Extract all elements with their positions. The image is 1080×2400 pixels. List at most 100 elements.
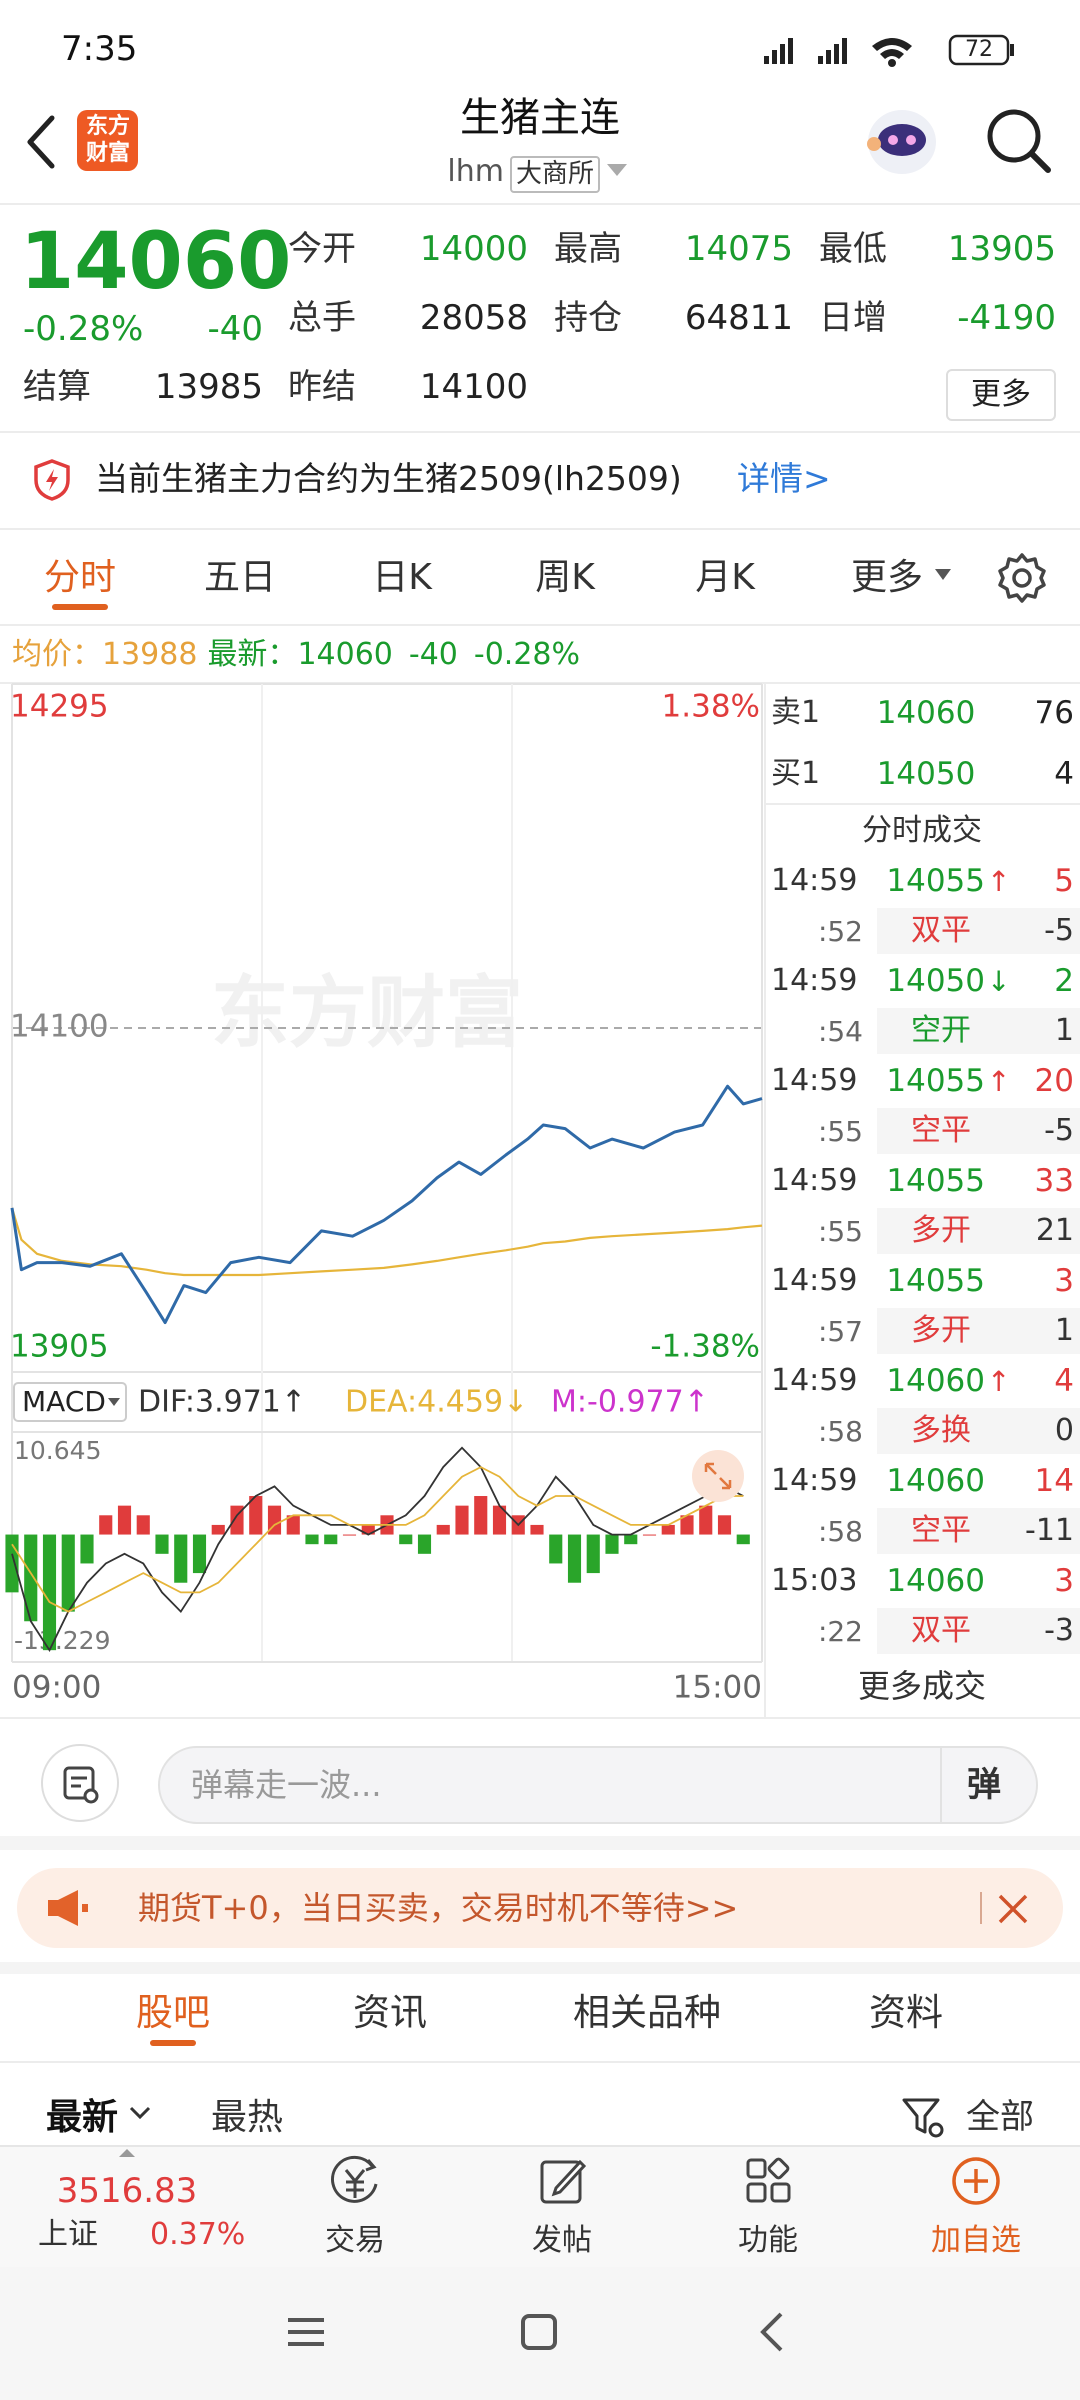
trade-volume: 2 (1054, 963, 1074, 999)
expand-button (692, 1450, 744, 1502)
bid-volume: 4 (1054, 756, 1074, 792)
field-label: 持仓 (554, 298, 622, 338)
macd-bar (436, 1524, 450, 1535)
trade-time: 14:59 (771, 1263, 858, 1298)
comment-input[interactable] (158, 1746, 1038, 1824)
notice-link[interactable]: 详情> (737, 459, 831, 498)
latest-value: 14060 (297, 637, 393, 672)
macd-bar (211, 1524, 225, 1535)
trade-arrow: ↑ (987, 1065, 1011, 1098)
back-button[interactable] (22, 112, 62, 172)
legend-label: DIF:3.971↑ (138, 1385, 306, 1420)
period-tab[interactable]: 日K (372, 557, 432, 598)
macd-bar (567, 1534, 582, 1583)
x-tick-label: 15:00 (673, 1670, 762, 1706)
bottom-tab[interactable]: 功能 (738, 2223, 798, 2258)
section-tab[interactable]: 股吧 (136, 1991, 210, 2034)
sort-latest[interactable]: 最新 (46, 2097, 119, 2138)
filter-all[interactable]: 全部 (966, 2097, 1034, 2137)
nav-home[interactable] (519, 2312, 559, 2352)
macd-bar (586, 1534, 600, 1574)
trade-kind: 双平 (911, 1613, 971, 1648)
nav-back[interactable] (755, 2310, 791, 2354)
trade-row-bg (877, 1508, 1080, 1554)
more-trades[interactable]: 更多成交 (857, 1667, 987, 1705)
index-caret (119, 2149, 135, 2157)
macd-bar (661, 1524, 675, 1535)
trade-volume: 14 (1034, 1463, 1074, 1499)
trade-change: 0 (1054, 1413, 1074, 1448)
trade-arrow: ↑ (987, 865, 1011, 898)
indicator-selector (13, 1382, 127, 1422)
ask-price: 14060 (876, 695, 976, 731)
nav-menu[interactable] (286, 2312, 326, 2352)
period-tab[interactable]: 月K (695, 557, 755, 598)
period-tab[interactable]: 五日 (203, 557, 277, 598)
period-tab[interactable]: 分时 (43, 557, 117, 598)
search-button[interactable] (984, 106, 1054, 176)
note-button[interactable] (41, 1744, 119, 1822)
last-price: 14060 (20, 217, 292, 307)
trade-change: 1 (1054, 1313, 1074, 1348)
macd-bar (192, 1534, 207, 1574)
trade-time: 14:59 (771, 963, 858, 998)
macd-bar (399, 1534, 413, 1545)
promo-banner[interactable] (17, 1868, 1063, 1948)
trade-volume: 4 (1054, 1363, 1074, 1399)
macd-bar (530, 1524, 544, 1535)
bottom-tab[interactable]: 加自选 (931, 2223, 1021, 2258)
more-button[interactable]: 更多 (946, 369, 1056, 421)
dropdown-caret (607, 164, 627, 176)
tab-indicator (52, 604, 108, 610)
index-value: 3516.83 (56, 2171, 198, 2211)
bottom-tab[interactable]: 发帖 (532, 2223, 592, 2258)
divider (0, 203, 1080, 205)
period-tab[interactable]: 更多 (850, 557, 924, 598)
field-label: 今开 (288, 229, 356, 269)
divider (766, 803, 1080, 805)
trade-row-bg (877, 1308, 1080, 1354)
bid-price: 14050 (876, 756, 976, 792)
trade-second: :58 (817, 1515, 863, 1548)
section-tab[interactable]: 相关品种 (573, 1991, 721, 2034)
dropdown-caret (108, 1398, 120, 1406)
trade-kind: 多换 (911, 1413, 971, 1448)
filter-icon (902, 2098, 944, 2138)
trade-kind: 空平 (911, 1113, 971, 1148)
battery-level: 72 (965, 37, 993, 62)
trade-row-bg (877, 1408, 1080, 1454)
macd-bar (455, 1505, 469, 1535)
trade-change: 1 (1054, 1013, 1074, 1048)
trade-second: :54 (817, 1015, 863, 1048)
macd-bar (5, 1534, 19, 1593)
assistant-avatar[interactable] (862, 104, 944, 180)
section-tab[interactable]: 资料 (869, 1991, 943, 2034)
sort-hot[interactable]: 最热 (211, 2097, 284, 2138)
trade-volume: 33 (1034, 1163, 1074, 1199)
change: -40 (207, 309, 263, 349)
trade-time: 14:59 (771, 1363, 858, 1398)
tab-indicator (150, 2040, 196, 2046)
field-value: -4190 (957, 298, 1056, 338)
y2-tick-label: -1.38% (650, 1329, 760, 1365)
danmu-button[interactable]: 弹 (967, 1765, 1001, 1805)
close-button[interactable] (996, 1892, 1030, 1926)
x-tick-label: 09:00 (12, 1670, 101, 1706)
field-label: 最高 (554, 229, 622, 269)
field-label: 结算 (23, 367, 91, 407)
field-value: 13905 (947, 229, 1056, 269)
trade-price: 14055 (886, 1063, 985, 1099)
avg-label: 均价： (12, 637, 102, 672)
period-tab[interactable]: 周K (535, 557, 595, 598)
notice-icon (34, 459, 70, 501)
field-value: 28058 (419, 298, 528, 338)
settings-button[interactable] (996, 552, 1048, 604)
bottom-tab[interactable]: 交易 (325, 2223, 385, 2258)
macd-bar (80, 1534, 94, 1564)
trade-change: -11 (1025, 1513, 1074, 1548)
trade-second: :55 (817, 1215, 863, 1248)
logo-text: 财富 (85, 141, 131, 166)
section-tab[interactable]: 资讯 (353, 1991, 427, 2034)
trade-time: 14:59 (771, 1163, 858, 1198)
trade-change: -3 (1044, 1613, 1074, 1648)
